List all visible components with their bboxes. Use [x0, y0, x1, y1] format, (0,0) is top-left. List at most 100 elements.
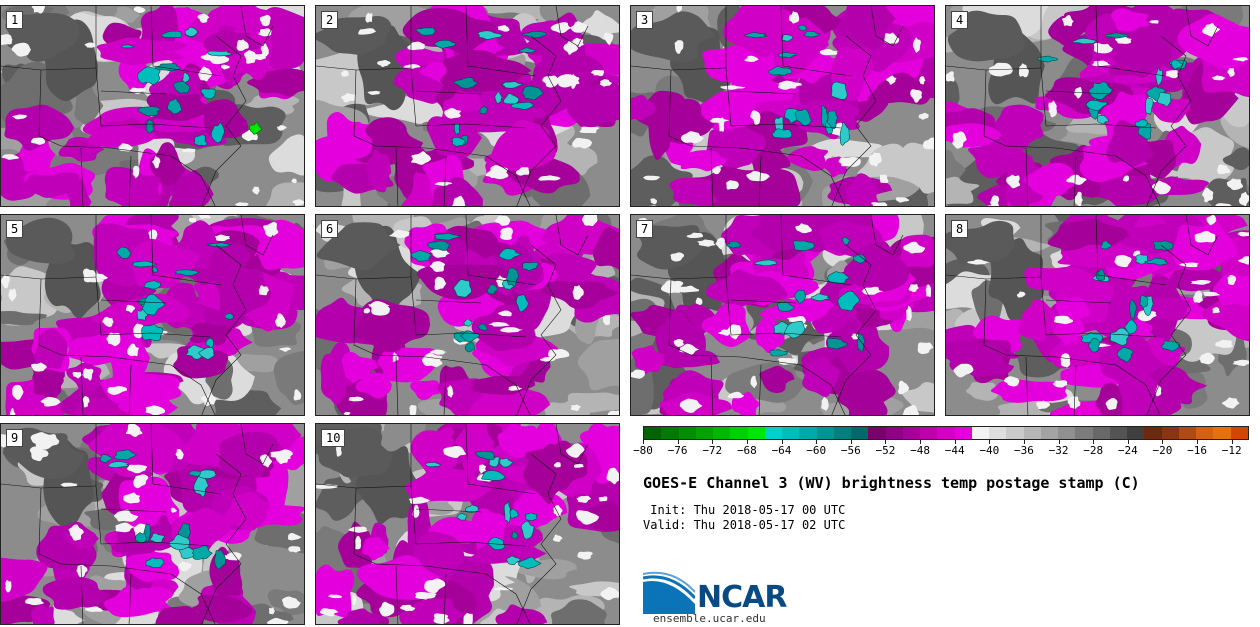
colorbar-tick-mark	[712, 440, 714, 444]
colorbar-tick-mark	[850, 440, 852, 444]
colorbar-tick-mark	[1162, 440, 1164, 444]
colorbar-bin	[954, 427, 972, 439]
wv-field-map	[1, 6, 304, 206]
colorbar-tick-label: −24	[1117, 444, 1138, 457]
wv-field-map	[1, 215, 304, 415]
colorbar-bin	[851, 427, 869, 439]
colorbar-tick-label: −44	[944, 444, 965, 457]
wv-field-map	[631, 215, 934, 415]
member-number: 9	[6, 429, 24, 447]
colorbar-bin	[1178, 427, 1196, 439]
member-panel: 2	[315, 5, 620, 207]
init-time: Init: Thu 2018-05-17 00 UTC	[643, 503, 846, 517]
member-number: 5	[6, 220, 24, 238]
ncar-logo-text: NCAR	[697, 580, 787, 615]
colorbar-tick-label: −76	[667, 444, 688, 457]
valid-time: Valid: Thu 2018-05-17 02 UTC	[643, 518, 846, 532]
colorbar-tick-label: −32	[1048, 444, 1069, 457]
colorbar-bin	[1075, 427, 1093, 439]
colorbar-tick-mark	[920, 440, 922, 444]
colorbar-tick-mark	[954, 440, 956, 444]
colorbar-bin	[937, 427, 955, 439]
colorbar	[643, 426, 1249, 440]
colorbar-bin	[1058, 427, 1076, 439]
wv-field-map	[631, 6, 934, 206]
colorbar-tick-label: −64	[771, 444, 792, 457]
colorbar-tick-label: −80	[633, 444, 653, 457]
member-panel: 5	[0, 214, 305, 416]
colorbar-tick-mark	[781, 440, 783, 444]
colorbar-tick-label: −68	[736, 444, 757, 457]
colorbar-bin	[1127, 427, 1145, 439]
member-number: 8	[951, 220, 969, 238]
colorbar-bin	[799, 427, 817, 439]
member-number: 1	[6, 11, 24, 29]
colorbar-bin	[1161, 427, 1179, 439]
colorbar-tick-mark	[1127, 440, 1129, 444]
colorbar-bin	[782, 427, 800, 439]
colorbar-bin	[816, 427, 834, 439]
colorbar-tick-label: −48	[910, 444, 930, 457]
colorbar-bin	[868, 427, 886, 439]
wv-field-map	[946, 215, 1249, 415]
member-panel: 4	[945, 5, 1250, 207]
colorbar-bin	[1040, 427, 1058, 439]
colorbar-tick-mark	[1023, 440, 1025, 444]
member-number: 10	[321, 429, 346, 447]
wv-field-map	[316, 6, 619, 206]
colorbar-bin	[764, 427, 782, 439]
colorbar-tick-mark	[746, 440, 748, 444]
colorbar-tick-mark	[989, 440, 991, 444]
colorbar-tick-label: −20	[1152, 444, 1173, 457]
colorbar-tick-label: −52	[875, 444, 896, 457]
colorbar-bin	[989, 427, 1007, 439]
colorbar-bin	[695, 427, 713, 439]
colorbar-tick-label: −60	[806, 444, 827, 457]
ncar-logo-icon	[642, 571, 697, 614]
colorbar-bin	[1109, 427, 1127, 439]
colorbar-bin	[1023, 427, 1041, 439]
wv-field-map	[946, 6, 1249, 206]
colorbar-bin	[1144, 427, 1162, 439]
colorbar-tick-label: −12	[1221, 444, 1242, 457]
chart-title: GOES-E Channel 3 (WV) brightness temp po…	[643, 474, 1140, 492]
colorbar-tick-label: −72	[702, 444, 723, 457]
colorbar-bin	[1213, 427, 1231, 439]
colorbar-bin	[1092, 427, 1110, 439]
colorbar-bin	[661, 427, 679, 439]
colorbar-tick-label: −56	[840, 444, 861, 457]
member-panel: 10	[315, 423, 620, 625]
colorbar-bin	[713, 427, 731, 439]
colorbar-bin	[730, 427, 748, 439]
colorbar-tick-mark	[1058, 440, 1060, 444]
colorbar-tick-mark	[1093, 440, 1095, 444]
colorbar-tick-mark	[1231, 440, 1233, 444]
colorbar-tick-label: −16	[1187, 444, 1207, 457]
colorbar-tick-label: −40	[979, 444, 1000, 457]
colorbar-bin	[747, 427, 765, 439]
colorbar-bin	[1196, 427, 1214, 439]
colorbar-tick-mark	[643, 440, 644, 444]
member-panel: 6	[315, 214, 620, 416]
site-url: ensemble.ucar.edu	[653, 612, 766, 625]
wv-field-map	[316, 215, 619, 415]
colorbar-tick-mark	[885, 440, 887, 444]
member-panel: 1	[0, 5, 305, 207]
colorbar-tick-mark	[677, 440, 679, 444]
colorbar-tick-mark	[816, 440, 818, 444]
colorbar-bin	[920, 427, 938, 439]
colorbar-ticks: −80 −76 −72 −68 −64 −60 −56 −52 −48 −44 −40 −36 −32 −…	[633, 440, 1249, 460]
colorbar-bin	[1006, 427, 1024, 439]
colorbar-bin	[644, 427, 662, 439]
wv-field-map	[1, 424, 304, 624]
member-panel: 3	[630, 5, 935, 207]
colorbar-tick-label: −28	[1083, 444, 1104, 457]
ncar-logo: NCAR	[642, 570, 793, 615]
colorbar-bin	[1230, 427, 1248, 439]
member-number: 2	[321, 11, 339, 29]
member-number: 7	[636, 220, 654, 238]
member-number: 6	[321, 220, 339, 238]
colorbar-tick-label: −36	[1013, 444, 1034, 457]
colorbar-bin	[678, 427, 696, 439]
member-number: 4	[951, 11, 969, 29]
